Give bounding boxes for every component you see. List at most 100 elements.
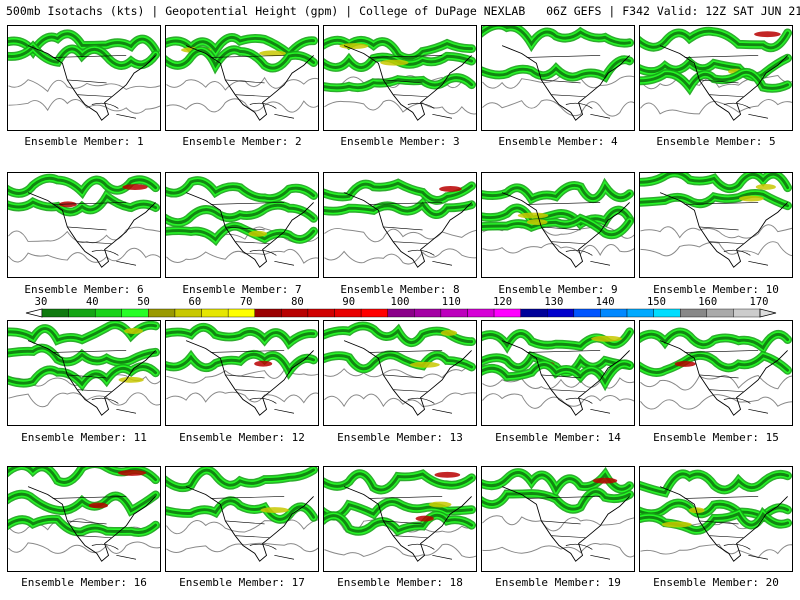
colorbar-swatch bbox=[680, 308, 708, 318]
colorbar-tick-label: 170 bbox=[749, 296, 769, 308]
isotach-map bbox=[324, 35, 476, 121]
ensemble-member-label: Ensemble Member: 5 bbox=[656, 135, 776, 148]
colorbar-swatch bbox=[227, 308, 255, 318]
colorbar-tick-label: 150 bbox=[646, 296, 666, 308]
isotach-map bbox=[8, 173, 160, 268]
colorbar-tick-label: 30 bbox=[34, 296, 48, 308]
ensemble-member-label: Ensemble Member: 3 bbox=[340, 135, 460, 148]
isotach-map bbox=[166, 33, 318, 121]
colorbar-tick-label: 50 bbox=[137, 296, 150, 308]
ensemble-member-label: Ensemble Member: 18 bbox=[337, 576, 463, 589]
isotach-map bbox=[8, 321, 160, 416]
isotach-map bbox=[8, 29, 160, 121]
colorbar-swatch bbox=[174, 308, 202, 318]
colorbar-tick-label: 140 bbox=[595, 296, 615, 308]
colorbar-swatch bbox=[547, 308, 575, 318]
ensemble-member-label: Ensemble Member: 1 bbox=[24, 135, 144, 148]
ensemble-member-label: Ensemble Member: 10 bbox=[653, 283, 779, 296]
colorbar-tick-label: 40 bbox=[85, 296, 99, 308]
isotach-map bbox=[482, 327, 634, 416]
ensemble-member-label: Ensemble Member: 6 bbox=[24, 283, 144, 296]
isotach-map bbox=[482, 467, 634, 562]
ensemble-member-map bbox=[481, 172, 635, 278]
colorbar-swatch bbox=[281, 308, 309, 318]
ensemble-member-label: Ensemble Member: 4 bbox=[498, 135, 618, 148]
ensemble-member-map bbox=[639, 466, 793, 572]
ensemble-member-label: Ensemble Member: 12 bbox=[179, 431, 305, 444]
colorbar-tick-label: 120 bbox=[493, 296, 513, 308]
isotach-map bbox=[324, 178, 476, 268]
ensemble-member-map bbox=[481, 320, 635, 426]
ensemble-member-map bbox=[165, 25, 319, 131]
ensemble-member-map bbox=[7, 172, 161, 278]
colorbar-swatch bbox=[254, 308, 282, 318]
colorbar-tick-label: 60 bbox=[188, 296, 202, 308]
colorbar-tick-label: 100 bbox=[390, 296, 410, 308]
ensemble-member-map bbox=[323, 466, 477, 572]
ensemble-member-label: Ensemble Member: 15 bbox=[653, 431, 779, 444]
colorbar-swatch bbox=[733, 308, 761, 318]
colorbar-swatch bbox=[414, 308, 442, 318]
colorbar-min-arrow bbox=[25, 308, 43, 318]
ensemble-member-map bbox=[323, 172, 477, 278]
colorbar-swatch bbox=[440, 308, 468, 318]
ensemble-member-map bbox=[165, 172, 319, 278]
colorbar-tick-label: 130 bbox=[544, 296, 564, 308]
ensemble-member-map bbox=[639, 25, 793, 131]
colorbar-swatch bbox=[467, 308, 495, 318]
ensemble-member-label: Ensemble Member: 11 bbox=[21, 431, 147, 444]
ensemble-member-label: Ensemble Member: 9 bbox=[498, 283, 618, 296]
colorbar-tick-label: 80 bbox=[291, 296, 304, 308]
colorbar-swatch bbox=[653, 308, 681, 318]
ensemble-member-map bbox=[7, 320, 161, 426]
isotach-map bbox=[166, 322, 318, 416]
ensemble-member-map bbox=[639, 320, 793, 426]
colorbar-swatch bbox=[626, 308, 654, 318]
ensemble-member-map bbox=[481, 466, 635, 572]
isotach-map bbox=[640, 327, 792, 416]
colorbar-swatch bbox=[201, 308, 229, 318]
chart-header: 500mb Isotachs (kts) | Geopotential Heig… bbox=[6, 4, 800, 18]
ensemble-member-label: Ensemble Member: 19 bbox=[495, 576, 621, 589]
ensemble-member-map bbox=[7, 466, 161, 572]
isotach-map bbox=[166, 176, 318, 268]
colorbar-swatch bbox=[573, 308, 601, 318]
colorbar-swatch bbox=[121, 308, 149, 318]
isotach-map bbox=[482, 177, 634, 268]
ensemble-member-map bbox=[639, 172, 793, 278]
isotach-map bbox=[8, 467, 160, 562]
colorbar-tick-label: 70 bbox=[239, 296, 253, 308]
ensemble-member-label: Ensemble Member: 20 bbox=[653, 576, 779, 589]
ensemble-member-label: Ensemble Member: 17 bbox=[179, 576, 305, 589]
ensemble-member-label: Ensemble Member: 7 bbox=[182, 283, 302, 296]
isotach-map bbox=[324, 469, 476, 562]
ensemble-member-map bbox=[481, 25, 635, 131]
colorbar-tick-label: 90 bbox=[342, 296, 356, 308]
colorbar-swatch bbox=[493, 308, 521, 318]
colorbar-swatch bbox=[360, 308, 388, 318]
colorbar-swatch bbox=[94, 308, 122, 318]
isotach-map bbox=[482, 26, 634, 121]
colorbar-swatch bbox=[600, 308, 628, 318]
ensemble-member-label: Ensemble Member: 8 bbox=[340, 283, 460, 296]
colorbar-swatch bbox=[334, 308, 362, 318]
colorbar-swatch bbox=[706, 308, 734, 318]
colorbar-swatch bbox=[520, 308, 548, 318]
ensemble-member-map bbox=[165, 466, 319, 572]
isotach-map bbox=[640, 469, 792, 562]
colorbar-swatch bbox=[68, 308, 96, 318]
colorbar-swatch bbox=[387, 308, 415, 318]
ensemble-member-map bbox=[323, 25, 477, 131]
colorbar-tick-label: 110 bbox=[441, 296, 461, 308]
ensemble-member-label: Ensemble Member: 2 bbox=[182, 135, 302, 148]
colorbar-swatch bbox=[41, 308, 69, 318]
colorbar-swatch bbox=[148, 308, 176, 318]
header-run: 06Z GEFS | F342 Valid: 12Z SAT JUN 21 20… bbox=[546, 4, 800, 18]
header-title: 500mb Isotachs (kts) | Geopotential Heig… bbox=[6, 4, 526, 18]
ensemble-member-label: Ensemble Member: 16 bbox=[21, 576, 147, 589]
isotach-map bbox=[640, 173, 792, 268]
colorbar-swatch bbox=[307, 308, 335, 318]
ensemble-member-label: Ensemble Member: 14 bbox=[495, 431, 621, 444]
ensemble-member-map bbox=[165, 320, 319, 426]
isotach-map bbox=[324, 321, 476, 416]
